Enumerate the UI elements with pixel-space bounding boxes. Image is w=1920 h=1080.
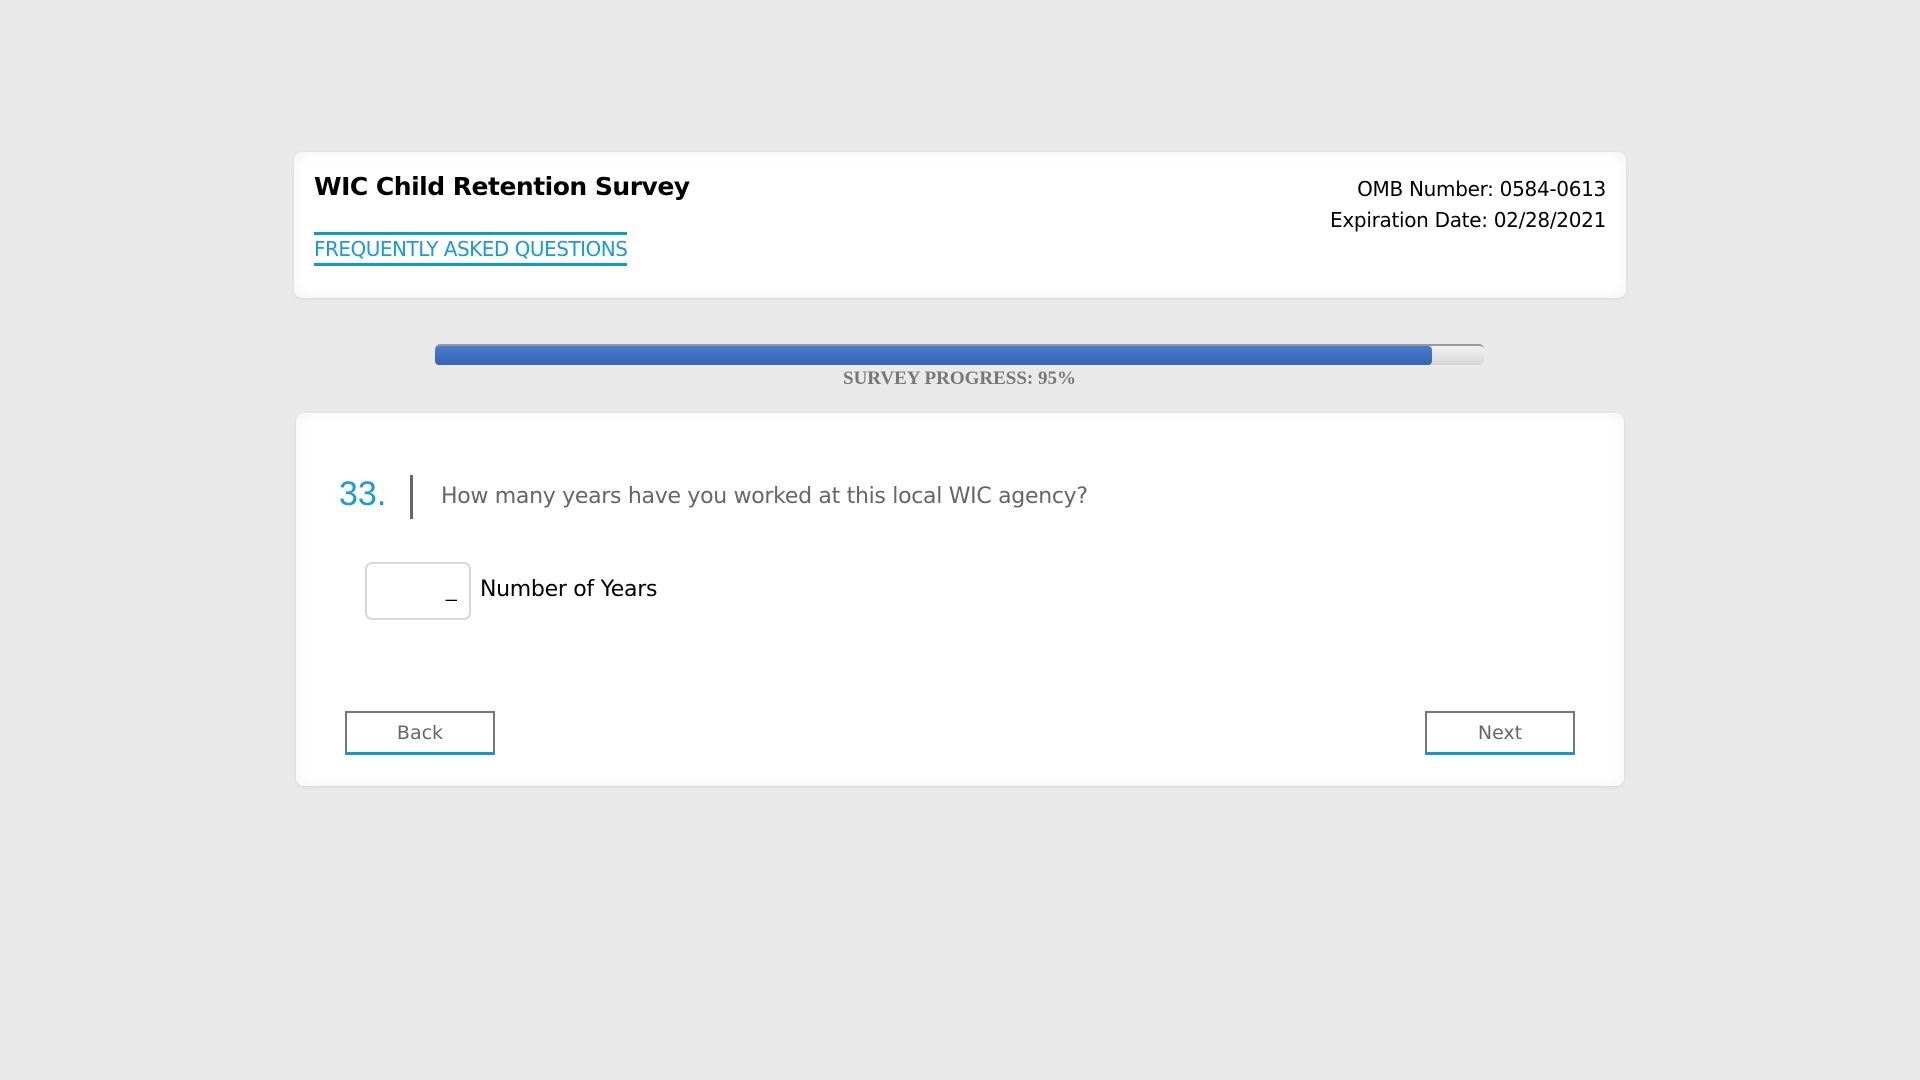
next-button[interactable]: Next xyxy=(1425,711,1575,755)
number-of-years-label: Number of Years xyxy=(480,577,658,602)
expiration-date: Expiration Date: 02/28/2021 xyxy=(1330,208,1606,232)
number-of-years-input[interactable] xyxy=(365,562,471,620)
question-number: 33. xyxy=(339,475,387,513)
survey-progress-bar xyxy=(435,344,1484,365)
faq-link[interactable]: FREQUENTLY ASKED QUESTIONS xyxy=(314,232,628,266)
survey-title: WIC Child Retention Survey xyxy=(314,172,690,201)
question-text: How many years have you worked at this l… xyxy=(441,484,1088,509)
question-divider xyxy=(410,475,413,519)
omb-info: OMB Number: 0584-0613 Expiration Date: 0… xyxy=(1330,174,1606,236)
survey-progress-fill xyxy=(435,346,1432,365)
omb-number: OMB Number: 0584-0613 xyxy=(1357,177,1606,201)
question-card: 33. How many years have you worked at th… xyxy=(296,413,1624,786)
survey-progress-label: SURVEY PROGRESS: 95% xyxy=(843,368,1076,389)
survey-header-card: WIC Child Retention Survey FREQUENTLY AS… xyxy=(294,152,1626,298)
back-button[interactable]: Back xyxy=(345,711,495,755)
